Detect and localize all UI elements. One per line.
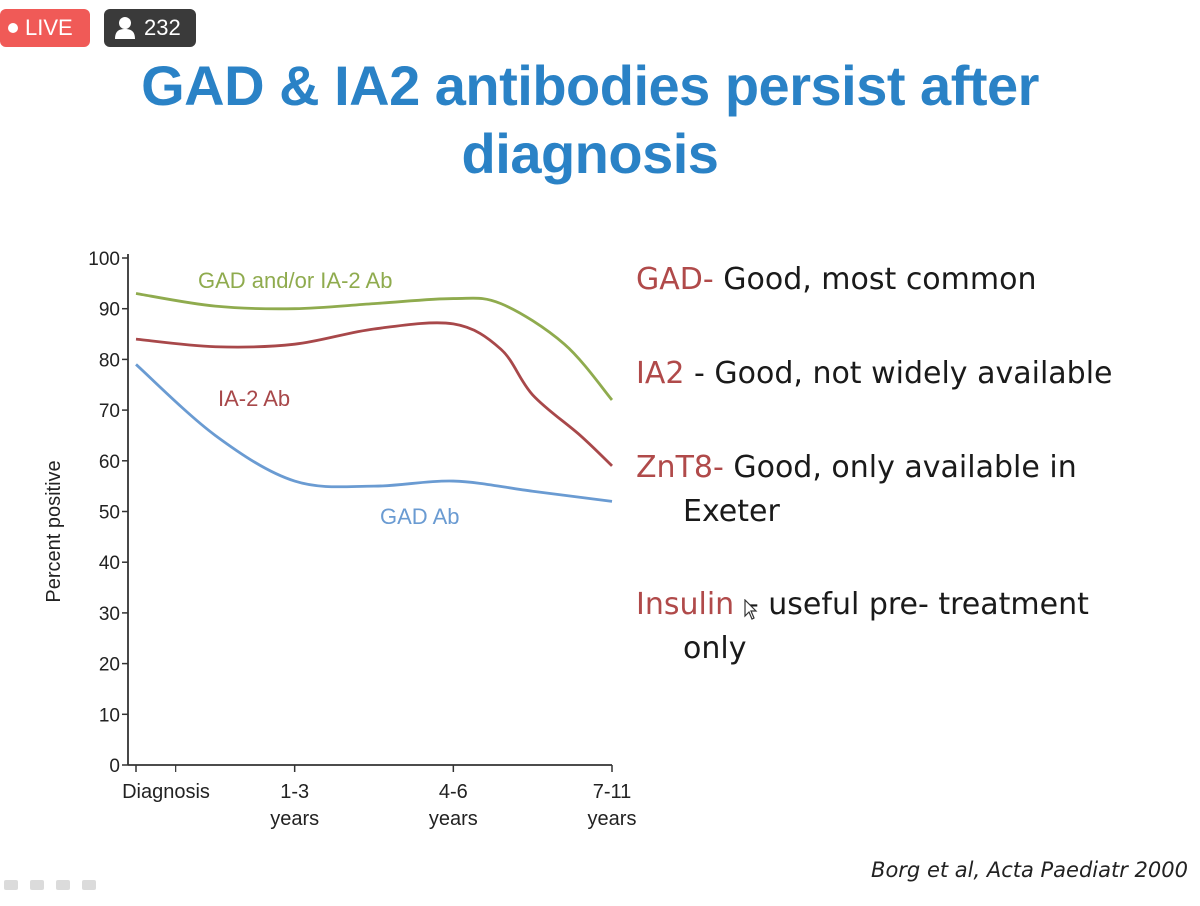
line-chart: 0 10 20 30 40 50 60 70 80 90 100 Percent positive Di… xyxy=(43,249,637,830)
bullet-text: – useful pre- treatment xyxy=(734,587,1089,622)
x-tick-label: years xyxy=(429,808,478,830)
y-tick-label: 10 xyxy=(99,705,120,726)
x-tick-label: Diagnosis xyxy=(122,781,210,803)
series-line xyxy=(135,292,614,401)
viewer-count: 232 xyxy=(144,15,181,40)
pen-icon[interactable] xyxy=(30,880,44,890)
bullet-continuation: Exeter xyxy=(683,494,780,529)
bullet-znt8: ZnT8- Good, only available in Exeter xyxy=(636,446,1077,534)
bullet-text: - Good, not widely available xyxy=(684,356,1113,391)
bullet-continuation: only xyxy=(683,631,747,666)
x-tick-label: years xyxy=(270,808,319,830)
person-icon xyxy=(115,17,135,39)
series-label: GAD Ab xyxy=(380,504,459,529)
series-label: GAD and/or IA-2 Ab xyxy=(198,268,392,293)
slide-title: GAD & IA2 antibodies persist after diagn… xyxy=(141,54,1039,185)
slides-icon[interactable] xyxy=(56,880,70,890)
bullet-insulin: Insulin – useful pre- treatment only xyxy=(636,583,1089,671)
y-tick-label: 20 xyxy=(99,655,120,676)
bullet-gad: GAD- Good, most common xyxy=(636,258,1036,302)
series-line xyxy=(135,363,613,503)
y-axis-label: Percent positive xyxy=(43,460,65,602)
bullet-key: GAD- xyxy=(636,262,714,297)
mouse-cursor-icon xyxy=(744,599,758,620)
y-tick-label: 70 xyxy=(99,401,120,422)
live-badge: LIVE xyxy=(0,9,90,47)
y-tick-label: 0 xyxy=(109,756,120,777)
bullet-text: Good, most common xyxy=(713,262,1037,297)
live-label: LIVE xyxy=(25,15,73,40)
series-label: IA-2 Ab xyxy=(218,386,290,411)
viewer-count-badge: 232 xyxy=(104,9,196,47)
y-tick-label: 90 xyxy=(99,300,120,321)
bullet-key: ZnT8- xyxy=(636,450,724,485)
x-tick-label: years xyxy=(588,808,637,830)
x-tick-label: 1-3 xyxy=(280,781,309,803)
y-tick-label: 50 xyxy=(99,503,120,524)
y-tick-label: 80 xyxy=(99,350,120,371)
prev-slide-icon[interactable] xyxy=(4,880,18,890)
bullet-key: IA2 xyxy=(636,356,685,391)
y-tick-label: 60 xyxy=(99,452,120,473)
bullet-ia2: IA2 - Good, not widely available xyxy=(636,352,1113,396)
next-slide-icon[interactable] xyxy=(82,880,96,890)
bullet-key: Insulin xyxy=(636,587,735,622)
series-line xyxy=(135,321,613,467)
y-tick-label: 30 xyxy=(99,604,120,625)
x-tick-label: 7-11 xyxy=(593,781,632,803)
y-tick-label: 40 xyxy=(99,553,120,574)
slide-toolbar xyxy=(4,880,96,890)
x-tick-label: 4-6 xyxy=(439,781,468,803)
bullet-text: Good, only available in xyxy=(723,450,1077,485)
live-dot-icon xyxy=(8,23,18,33)
citation: Borg et al, Acta Paediatr 2000 xyxy=(871,858,1188,882)
y-tick-label: 100 xyxy=(88,249,120,270)
